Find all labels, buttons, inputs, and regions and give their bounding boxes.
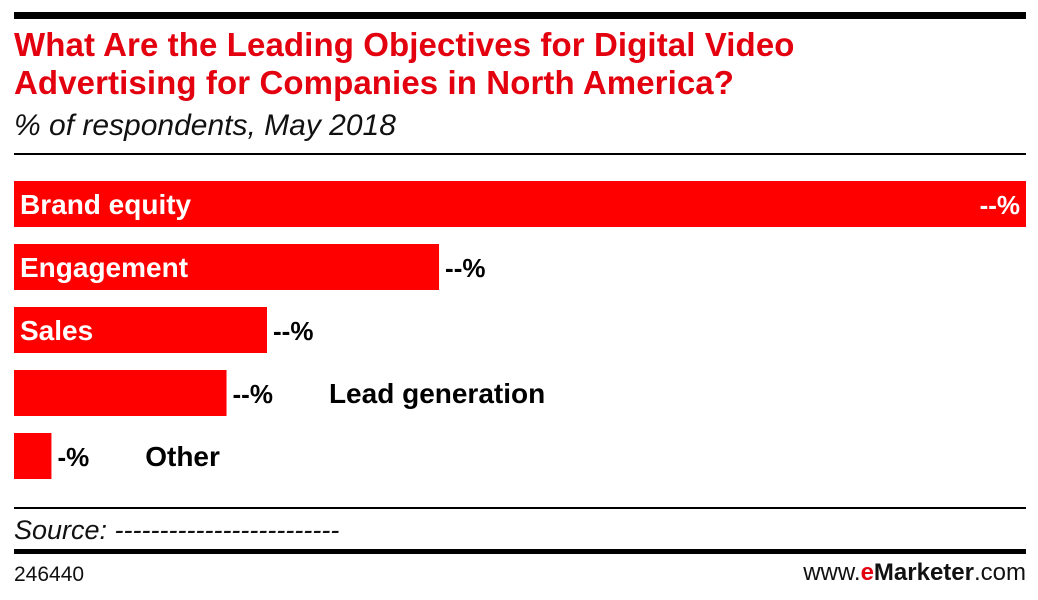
category-label-engagement: Engagement [20, 252, 188, 283]
chart-title: What Are the Leading Objectives for Digi… [14, 26, 1026, 102]
top-rule [14, 12, 1026, 19]
footer-divider [14, 507, 1026, 509]
brand-marketer: Marketer [873, 559, 974, 586]
value-label-other: -% [57, 442, 89, 472]
footer-rule [14, 549, 1026, 554]
value-label-brand-equity: --% [980, 190, 1020, 220]
bar-brand-equity [14, 181, 1026, 227]
bar-chart: Brand equity --% Engagement --% Sales --% --% L… [14, 181, 1026, 479]
category-label-other: Other [145, 441, 220, 472]
chart-title-line1: What Are the Leading Objectives for Digi… [14, 26, 795, 63]
category-label-lead-generation: Lead generation [329, 378, 545, 409]
bar-other [14, 433, 52, 479]
emarketer-logo[interactable]: www.eMarketer.com [803, 558, 1026, 588]
chart-title-line2: Advertising for Companies in North Ameri… [14, 64, 735, 101]
category-label-sales: Sales [20, 315, 93, 346]
bar-lead-generation [14, 370, 227, 416]
source-note: Source: ------------------------- [14, 515, 340, 545]
value-label-lead-generation: --% [233, 379, 273, 409]
brand-prefix: www. [803, 559, 861, 586]
brand-suffix: .com [973, 559, 1026, 586]
value-label-engagement: --% [445, 253, 485, 283]
bar-sales [14, 307, 267, 353]
chart-id: 246440 [14, 563, 85, 586]
chart-subtitle: % of respondents, May 2018 [14, 109, 396, 142]
value-label-sales: --% [273, 316, 313, 346]
header-divider [14, 153, 1026, 155]
category-label-brand-equity: Brand equity [20, 189, 192, 220]
brand-e: e [860, 559, 874, 586]
bar-engagement [14, 244, 440, 290]
